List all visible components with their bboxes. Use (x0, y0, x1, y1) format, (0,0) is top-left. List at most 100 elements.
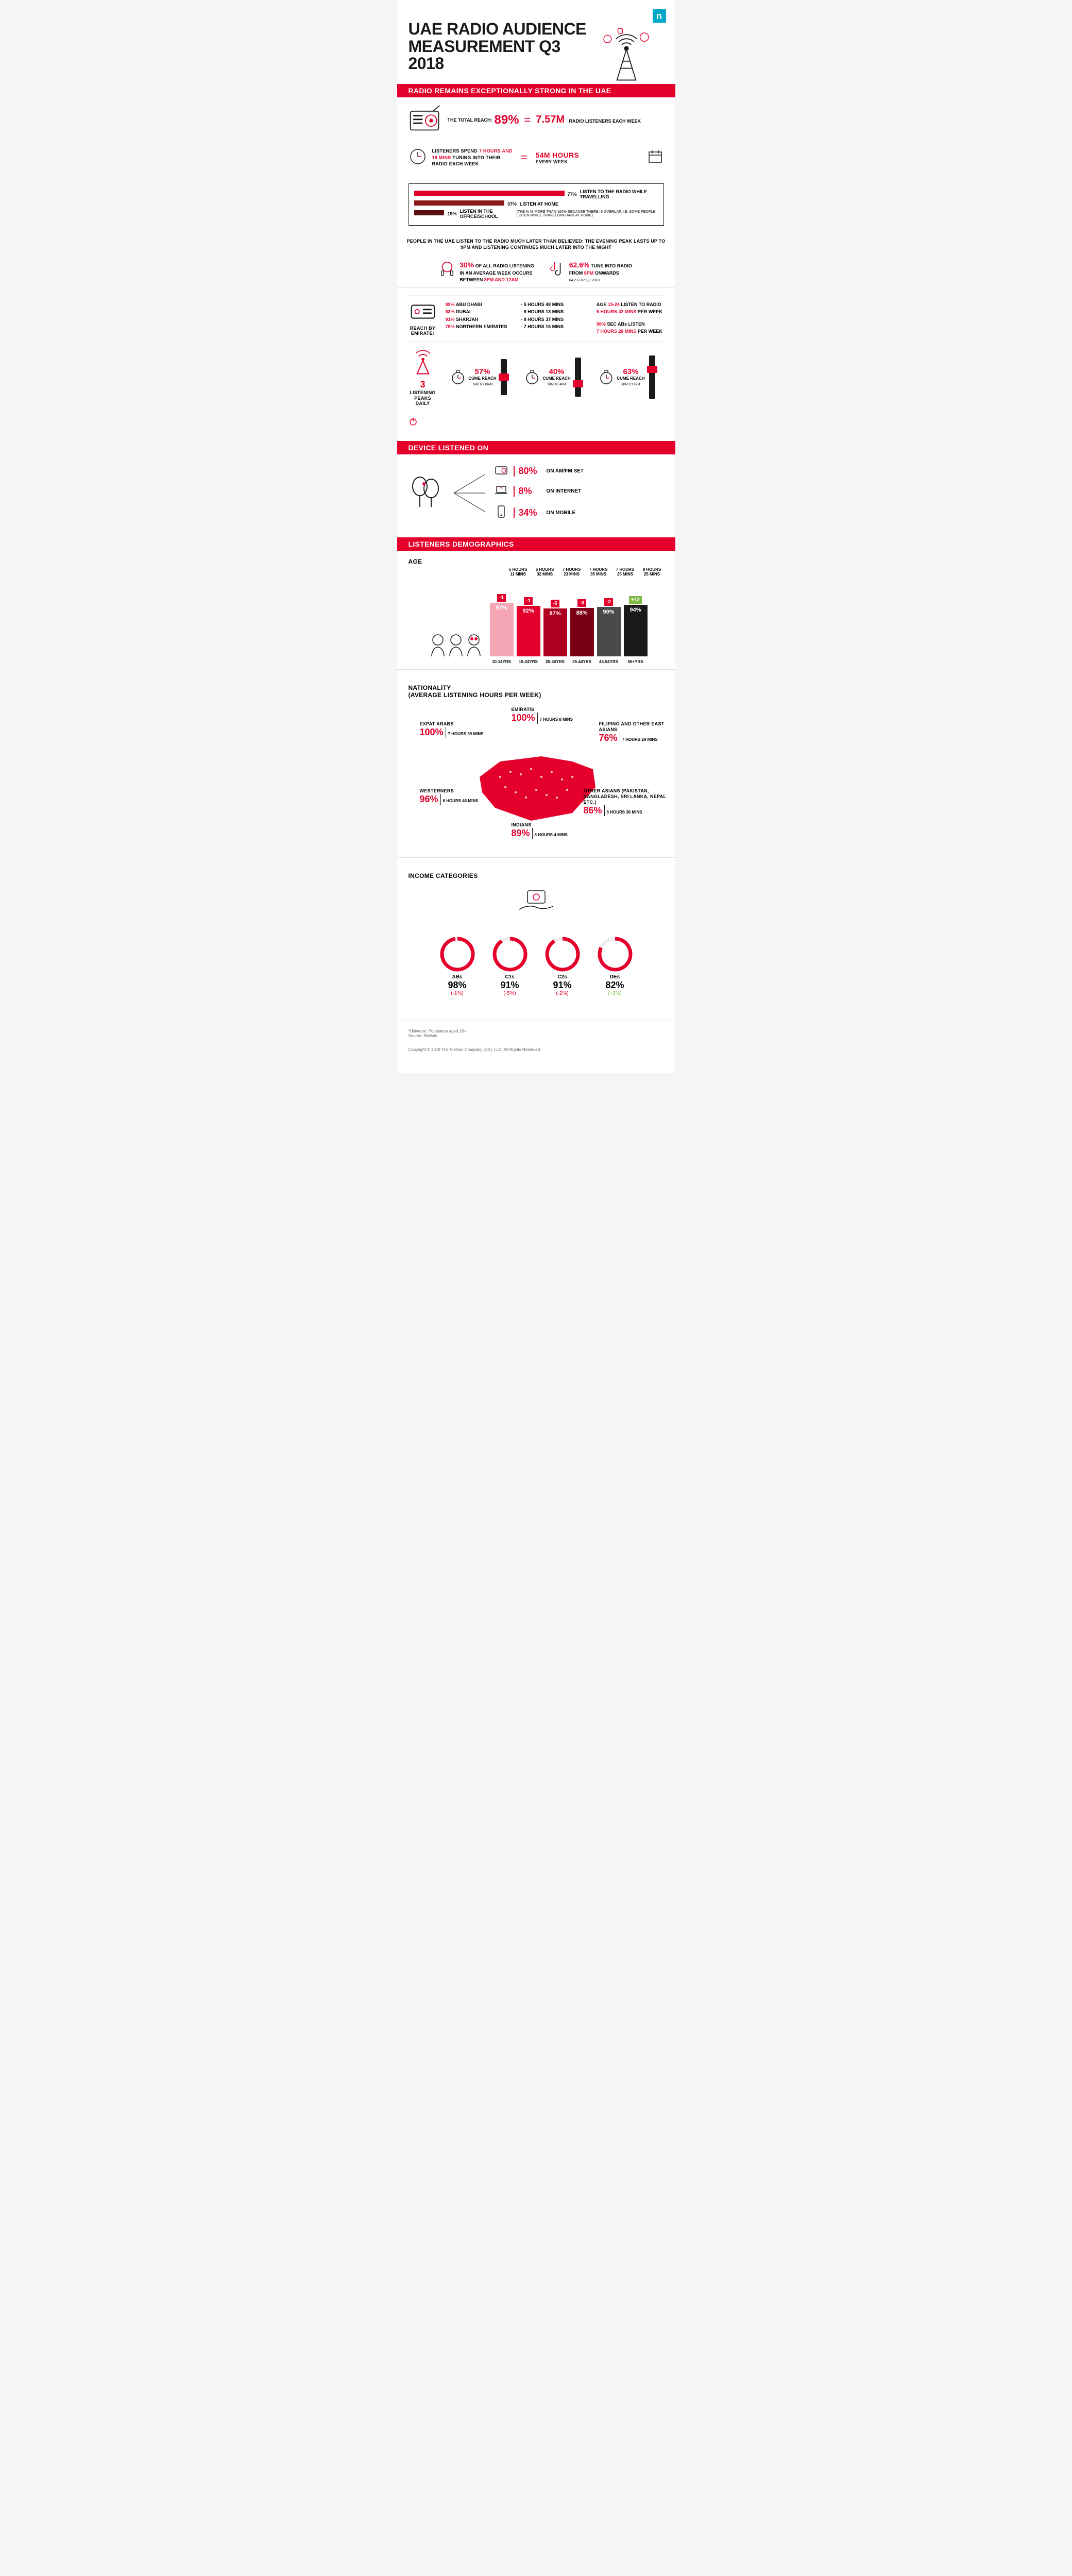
equals-icon: = (521, 113, 534, 127)
reach-value: 7.57M (536, 114, 565, 125)
emirate-col1: 99% ABU DHABI83% DUBAI91% SHARJAH78% NOR… (446, 301, 513, 336)
age-header: 7 HOURS 35 MINS (587, 567, 610, 577)
car-radio-icon (409, 301, 437, 323)
emirate-col2: - 5 HOURS 48 MINS- 8 HOURS 13 MINS- 8 HO… (521, 301, 588, 336)
footer-copyright: Copyright © 2018 The Nielsen Company (US… (409, 1047, 664, 1052)
nat-subhead1: NATIONALITY (409, 684, 451, 691)
nationality-label: INDIANS89%8 HOURS 4 MINS (512, 822, 568, 839)
section-reach: THE TOTAL REACH: 89% = 7.57M RADIO LISTE… (397, 97, 675, 176)
nationality-label: WESTERNERS96%6 HOURS 46 MINS (420, 788, 479, 805)
uae-map-icon (469, 746, 603, 828)
equals-icon-2: = (518, 151, 531, 164)
section-where-listen: 77% LISTEN TO THE RADIO WHILE TRAVELLING… (397, 176, 675, 233)
where-bar-row: 37% LISTEN AT HOME (414, 200, 658, 208)
footer-note1: *Universe: Population aged 10+ (409, 1029, 664, 1033)
power-icon (397, 414, 675, 435)
device-row: 34% ON MOBILE (494, 505, 664, 521)
income-subhead: INCOME CATEGORIES (409, 865, 664, 882)
age-bar: -2 90% 45-54YRS (597, 598, 621, 664)
emirate-col3: AGE 15-24 LISTEN TO RADIO 6 HOURS 42 MIN… (597, 301, 664, 336)
section-income: INCOME CATEGORIES ABs 98% (-1%) C1s 91% … (397, 857, 675, 1009)
device-connectors (454, 467, 485, 519)
income-item: C2s 91% (-2%) (544, 936, 581, 996)
header: UAE RADIO AUDIENCE MEASUREMENT Q3 2018 (397, 0, 675, 78)
slider-indicator (575, 358, 581, 397)
where-bars-chart: 77% LISTEN TO THE RADIO WHILE TRAVELLING… (409, 183, 664, 226)
device-row: 8% ON INTERNET (494, 485, 664, 498)
music-note-icon (550, 260, 564, 279)
stopwatch-icon (524, 369, 540, 385)
age-bar: -1 97% 10-14YRS (490, 594, 514, 664)
people-icon (425, 631, 487, 664)
stopwatch-icon (598, 369, 615, 385)
peak-item: 57% CUME REACH 7AM TO 10AM (450, 355, 506, 399)
emirate-row: 91% SHARJAH (446, 316, 513, 323)
age-header: 6 HOURS 32 MINS (533, 567, 557, 577)
emirate-hours-row: - 8 HOURS 13 MINS (521, 308, 588, 315)
peak-item: 40% CUME REACH 2PM TO 4PM (524, 355, 581, 399)
reach-intro: THE TOTAL REACH: (448, 117, 492, 123)
age-header: 8 HOURS 25 MINS (640, 567, 664, 577)
section-emirate-reach: REACH BY EMIRATE: 99% ABU DHABI83% DUBAI… (397, 287, 675, 414)
reach-pct: 89% (495, 113, 519, 127)
age-chart: 5 HOURS 11 MINS6 HOURS 32 MINS7 HOURS 23… (397, 567, 675, 669)
age-header: 7 HOURS 25 MINS (614, 567, 637, 577)
emirate-hours-row: - 5 HOURS 48 MINS (521, 301, 588, 308)
section-devices: 80% ON AM/FM SET 8% ON INTERNET 34% ON MOB… (397, 454, 675, 531)
stopwatch-icon (450, 369, 466, 385)
nationality-label: FILIPINO AND OTHER EAST ASIANS76%7 HOURS… (599, 721, 676, 743)
income-item: ABs 98% (-1%) (439, 936, 476, 996)
peak-item: 63% CUME REACH 6PM TO 9PM (598, 355, 655, 399)
peaks-row: 3 LISTENING PEAKS DAILY 57% CUME REACH 7… (409, 341, 664, 406)
hand-money-icon (513, 887, 559, 918)
age-bar: -1 92% 15-24YRS (517, 597, 540, 664)
donut-chart (597, 936, 634, 973)
laptop-icon (494, 485, 508, 498)
emirate-hours-row: - 8 HOURS 37 MINS (521, 316, 588, 323)
donut-chart (491, 936, 529, 973)
time-spent-text: LISTENERS SPEND 7 HOURS AND 18 MINS TUNI… (432, 148, 513, 167)
banner-demographics: LISTENERS DEMOGRAPHICS (397, 537, 675, 551)
income-item: C1s 91% (-5%) (491, 936, 529, 996)
nielsen-logo: n (653, 9, 666, 23)
footer: *Universe: Population aged 10+ Source: N… (397, 1019, 675, 1073)
age-bar: -3 88% 35-44YRS (570, 599, 594, 664)
calendar-icon (646, 148, 664, 168)
page-title: UAE RADIO AUDIENCE MEASUREMENT Q3 2018 (409, 21, 594, 73)
age-header: 7 HOURS 23 MINS (560, 567, 584, 577)
where-bar-row: 19% LISTEN IN THE OFFICE/SCHOOL(THE % IS… (414, 209, 658, 219)
banner-device: DEVICE LISTENED ON (397, 441, 675, 454)
nationality-map: EXPAT ARABS100%7 HOURS 39 MINS EMIRATIS10… (409, 701, 664, 850)
emirate-hours-row: - 7 HOURS 15 MINS (521, 323, 588, 330)
antenna-icon (409, 348, 437, 377)
donut-chart (439, 936, 476, 973)
emirate-row: 78% NORTHERN EMIRATES (446, 323, 513, 330)
nationality-label: OTHER ASIANS (PAKISTAN, BANGLADESH, SRI … (584, 788, 676, 816)
radio-icon (409, 105, 441, 135)
nationality-label: EMIRATIS100%7 HOURS 8 MINS (512, 707, 573, 723)
radio-icon (494, 465, 508, 478)
where-bar-row: 77% LISTEN TO THE RADIO WHILE TRAVELLING (414, 189, 658, 199)
age-bar: -6 87% 25-34YRS (543, 600, 567, 664)
header-tower-icon (598, 26, 655, 85)
slider-indicator (649, 355, 655, 399)
earbuds-icon (409, 471, 445, 512)
banner-strong: RADIO REMAINS EXCEPTIONALLY STRONG IN TH… (397, 84, 675, 97)
nat-subhead2: (AVERAGE LISTENING HOURS PER WEEK) (409, 691, 541, 699)
mobile-icon (494, 505, 508, 521)
nationality-label: EXPAT ARABS100%7 HOURS 39 MINS (420, 721, 484, 738)
reach-value-label: RADIO LISTENERS EACH WEEK (569, 118, 641, 124)
clock-icon (409, 147, 427, 168)
slider-indicator (501, 359, 507, 395)
emirate-row: 99% ABU DHABI (446, 301, 513, 308)
donut-chart (544, 936, 581, 973)
age-header: 5 HOURS 11 MINS (506, 567, 530, 577)
age-bar: +12 94% 55+YRS (624, 596, 648, 664)
income-item: DEs 82% (+2%) (597, 936, 634, 996)
late-stats: 30% OF ALL RADIO LISTENING IN AN AVERAGE… (397, 256, 675, 287)
total-hours: 54M HOURS EVERY WEEK (536, 151, 579, 164)
headphones-icon (440, 260, 454, 279)
footer-note2: Source: Nielsen (409, 1033, 664, 1038)
device-row: 80% ON AM/FM SET (494, 465, 664, 478)
late-listening-para: PEOPLE IN THE UAE LISTEN TO THE RADIO MU… (397, 233, 675, 256)
